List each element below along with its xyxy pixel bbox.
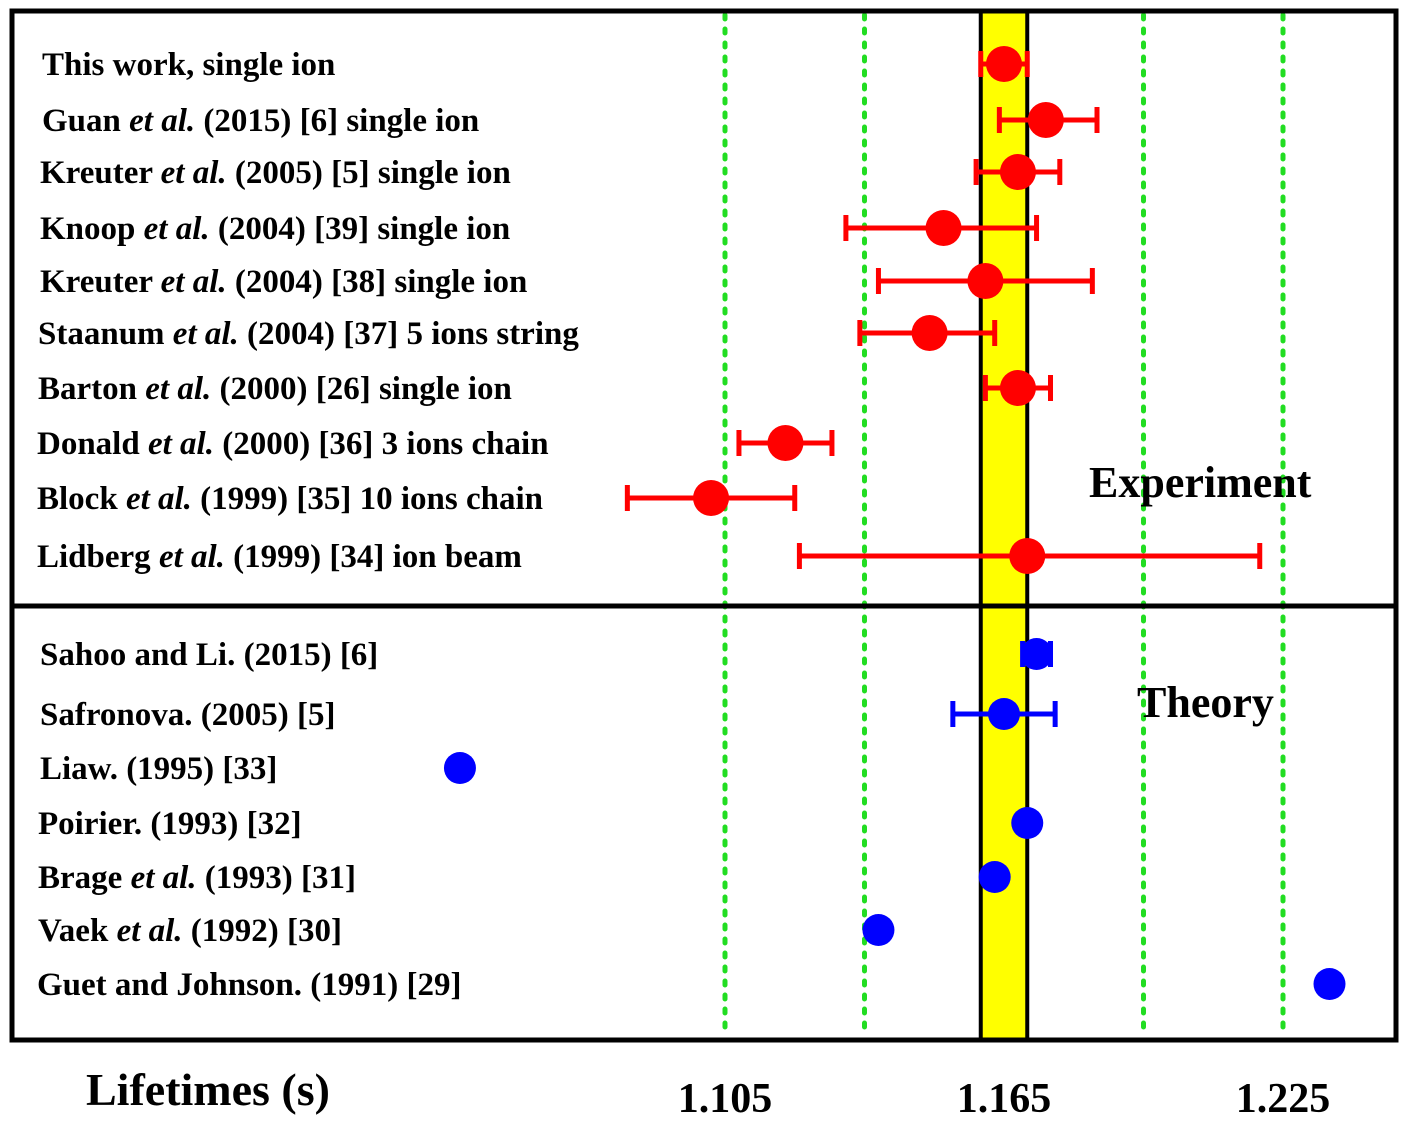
experiment-entry-label: Block et al. (1999) [35] 10 ions chain	[37, 481, 543, 517]
theory-entry-label: Poirier. (1993) [32]	[38, 806, 302, 842]
experiment-data-point	[999, 370, 1036, 406]
experiment-section-label: Experiment	[1089, 458, 1312, 507]
experiment-entry-label: Barton et al. (2000) [26] single ion	[38, 371, 512, 407]
theory-entry-label: Safronova. (2005) [5]	[40, 697, 335, 733]
experiment-entry-label: Donald et al. (2000) [36] 3 ions chain	[37, 426, 549, 462]
experiment-entry-label: Kreuter et al. (2004) [38] single ion	[40, 264, 527, 300]
experiment-entry-label: Lidberg et al. (1999) [34] ion beam	[37, 539, 522, 575]
theory-entry-label: Vaek et al. (1992) [30]	[38, 913, 342, 949]
theory-section-label: Theory	[1137, 678, 1274, 727]
theory-entry-label: Brage et al. (1993) [31]	[38, 860, 356, 896]
experiment-data-point	[767, 425, 804, 461]
experiment-entry-label: Guan et al. (2015) [6] single ion	[42, 103, 479, 139]
plot-frame	[9, 8, 1399, 1043]
experiment-data-point	[967, 263, 1004, 299]
experiment-data-point	[999, 154, 1036, 190]
experiment-entry-label: Knoop et al. (2004) [39] single ion	[40, 211, 510, 247]
x-tick-label: 1.105	[678, 1076, 773, 1122]
experiment-data-point	[925, 210, 962, 246]
experiment-entry-label: This work, single ion	[42, 47, 335, 83]
theory-entry-label: Liaw. (1995) [33]	[40, 751, 277, 787]
theory-data-point	[443, 752, 476, 784]
x-tick-label: 1.225	[1236, 1076, 1331, 1122]
theory-data-point	[1313, 968, 1346, 1000]
experiment-data-point	[693, 480, 730, 516]
theory-data-point	[1020, 638, 1053, 670]
theory-data-point	[1011, 807, 1044, 839]
experiment-entry-label: Kreuter et al. (2005) [5] single ion	[40, 155, 511, 191]
theory-data-point	[862, 914, 895, 946]
x-tick-label: 1.165	[957, 1076, 1052, 1122]
experiment-entry-label: Staanum et al. (2004) [37] 5 ions string	[38, 316, 579, 352]
experiment-data-point	[986, 46, 1022, 82]
experiment-data-point	[1009, 538, 1046, 574]
theory-data-point	[978, 861, 1011, 893]
x-axis-title: Lifetimes (s)	[86, 1064, 330, 1115]
experiment-data-point	[911, 315, 948, 351]
theory-entry-label: Sahoo and Li. (2015) [6]	[40, 637, 378, 673]
experiment-data-point	[1027, 102, 1064, 138]
theory-data-point	[988, 698, 1020, 730]
theory-entry-label: Guet and Johnson. (1991) [29]	[37, 967, 461, 1003]
